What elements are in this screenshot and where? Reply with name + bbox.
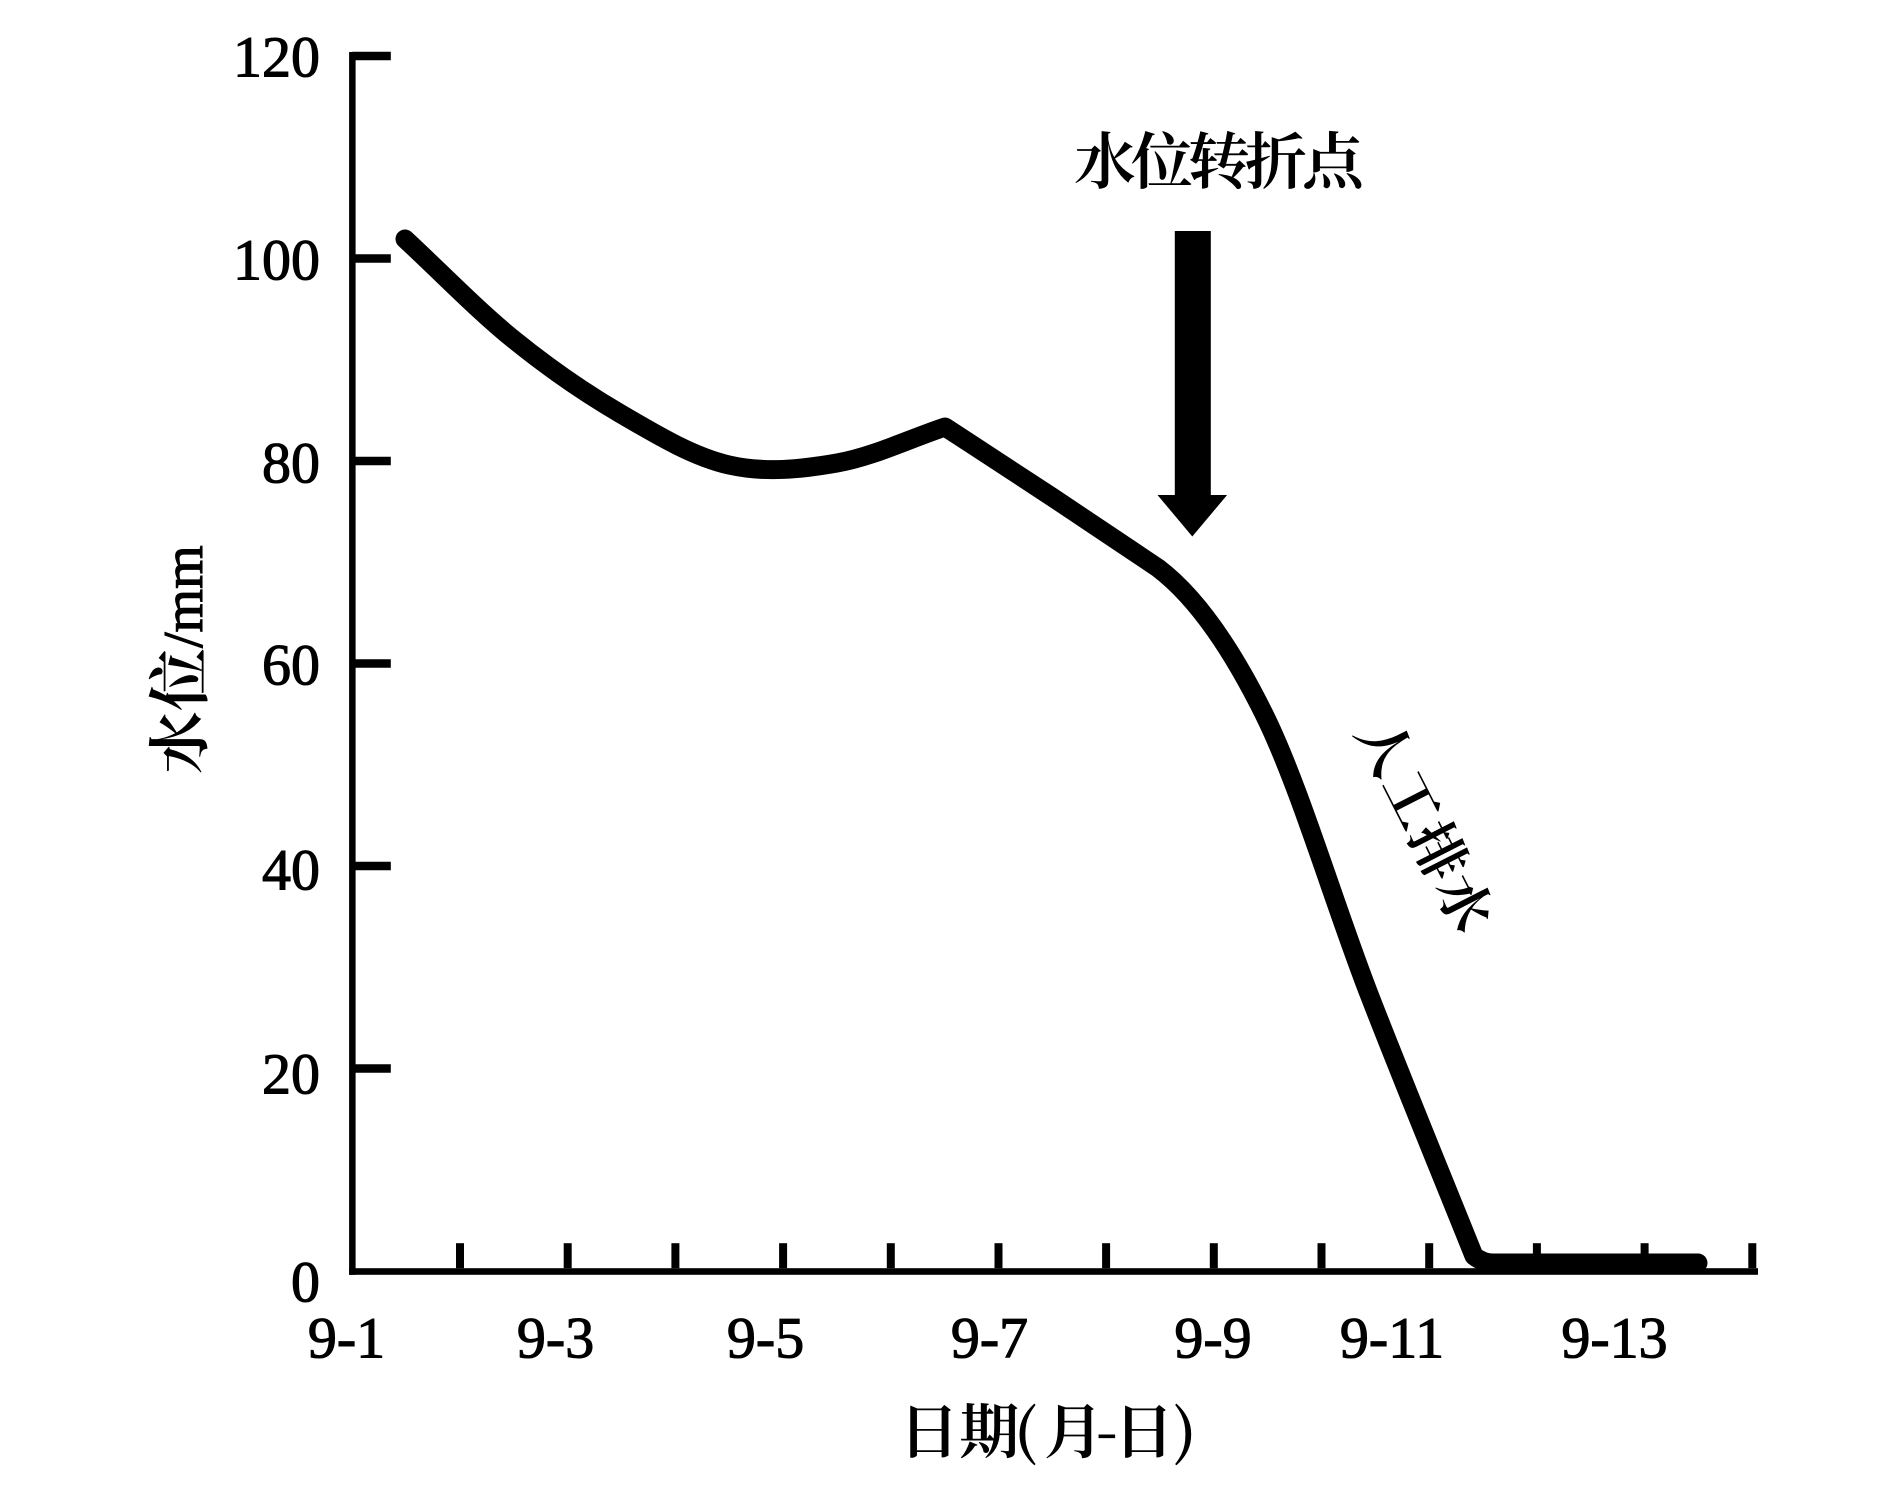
svg-text:9-11: 9-11	[1340, 1305, 1444, 1370]
svg-text:100: 100	[233, 228, 320, 293]
svg-text:40: 40	[262, 838, 320, 903]
svg-text:9-13: 9-13	[1561, 1305, 1667, 1370]
svg-text:9-1: 9-1	[308, 1305, 385, 1370]
svg-text:0: 0	[291, 1250, 320, 1315]
svg-text:9-3: 9-3	[517, 1305, 594, 1370]
svg-text:9-9: 9-9	[1174, 1305, 1251, 1370]
svg-text:9-5: 9-5	[727, 1305, 804, 1370]
svg-text:/mm: /mm	[153, 545, 215, 648]
svg-text:60: 60	[262, 633, 320, 698]
svg-text:120: 120	[233, 25, 320, 90]
svg-text:80: 80	[262, 431, 320, 496]
svg-text:9-7: 9-7	[951, 1305, 1028, 1370]
svg-text:20: 20	[262, 1042, 320, 1107]
